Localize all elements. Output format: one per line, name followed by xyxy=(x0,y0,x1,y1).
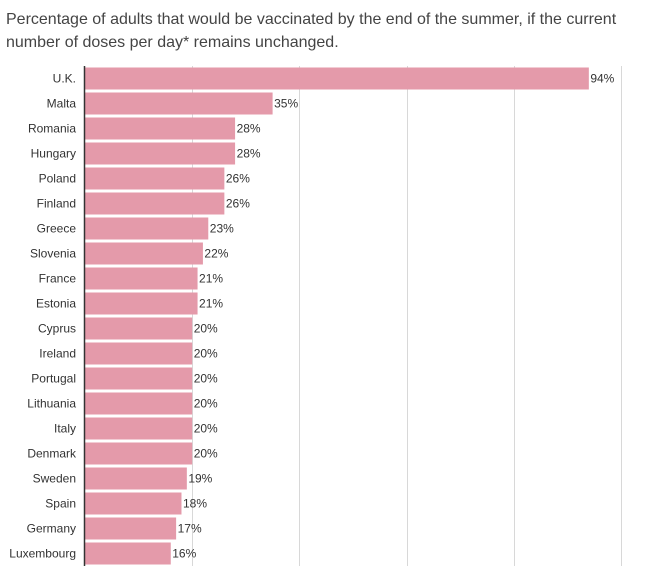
bars xyxy=(85,67,589,565)
value-label: 28% xyxy=(237,147,261,161)
bar xyxy=(85,367,193,390)
bar xyxy=(85,467,187,490)
category-label: Poland xyxy=(39,172,76,186)
value-label: 17% xyxy=(178,522,202,536)
value-label: 21% xyxy=(199,297,223,311)
value-label: 23% xyxy=(210,222,234,236)
grid-lines xyxy=(192,66,622,566)
value-label: 19% xyxy=(188,472,212,486)
category-label: Italy xyxy=(54,422,76,436)
bar xyxy=(85,442,193,465)
bar xyxy=(85,217,209,240)
value-label: 22% xyxy=(204,247,228,261)
labels: U.K. 94% Malta 35% Romania 28% Hungary 28% Polan… xyxy=(9,72,614,561)
value-label: 16% xyxy=(172,547,196,561)
category-label: Ireland xyxy=(39,347,76,361)
category-label: Denmark xyxy=(27,447,77,461)
value-label: 21% xyxy=(199,272,223,286)
category-label: Slovenia xyxy=(30,247,76,261)
category-label: Romania xyxy=(28,122,76,136)
bar xyxy=(85,392,193,415)
category-label: France xyxy=(39,272,77,286)
category-label: U.K. xyxy=(53,72,76,86)
value-label: 35% xyxy=(274,97,298,111)
bar xyxy=(85,117,236,140)
value-label: 94% xyxy=(590,72,614,86)
value-label: 20% xyxy=(194,347,218,361)
value-label: 26% xyxy=(226,172,250,186)
value-label: 20% xyxy=(194,372,218,386)
bar xyxy=(85,267,198,290)
category-label: Estonia xyxy=(36,297,76,311)
bar xyxy=(85,192,225,215)
value-label: 20% xyxy=(194,422,218,436)
bar xyxy=(85,242,203,265)
bar xyxy=(85,492,182,515)
bar xyxy=(85,342,193,365)
category-label: Lithuania xyxy=(27,397,76,411)
bar xyxy=(85,542,171,565)
bar xyxy=(85,167,225,190)
category-label: Sweden xyxy=(33,472,76,486)
value-label: 28% xyxy=(237,122,261,136)
bar xyxy=(85,517,177,540)
value-label: 20% xyxy=(194,447,218,461)
value-label: 26% xyxy=(226,197,250,211)
category-label: Greece xyxy=(37,222,77,236)
bar xyxy=(85,92,273,115)
category-label: Luxembourg xyxy=(9,547,76,561)
category-label: Germany xyxy=(27,522,76,536)
value-label: 18% xyxy=(183,497,207,511)
bar xyxy=(85,317,193,340)
category-label: Cyprus xyxy=(38,322,76,336)
bar xyxy=(85,67,589,90)
category-label: Finland xyxy=(37,197,76,211)
bar xyxy=(85,142,236,165)
category-label: Malta xyxy=(47,97,77,111)
value-label: 20% xyxy=(194,322,218,336)
category-label: Hungary xyxy=(31,147,76,161)
chart-title: Percentage of adults that would be vacci… xyxy=(6,11,617,51)
bar xyxy=(85,292,198,315)
category-label: Portugal xyxy=(31,372,76,386)
category-label: Spain xyxy=(45,497,76,511)
bar xyxy=(85,417,193,440)
value-label: 20% xyxy=(194,397,218,411)
